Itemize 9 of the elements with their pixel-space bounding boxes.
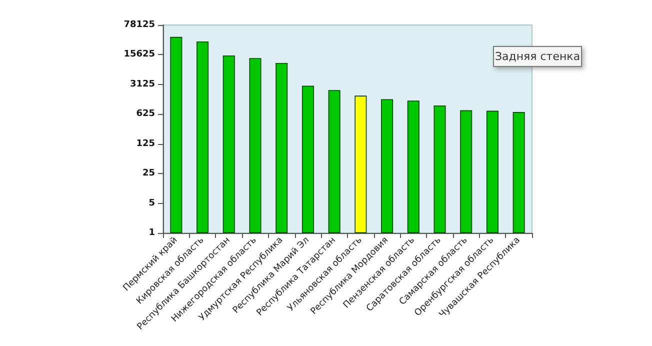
y-tick-label: 15625 <box>124 50 155 60</box>
y-tick-label: 625 <box>136 109 155 120</box>
y-tick-label: 5 <box>148 198 155 208</box>
y-tick-label: 78125 <box>124 20 155 30</box>
y-tick-label: 3125 <box>130 79 155 90</box>
y-tick-label: 125 <box>136 138 155 149</box>
y-tick-label: 1 <box>148 228 155 238</box>
y-tick-label: 25 <box>142 168 155 179</box>
annotation: Задняя стенка <box>494 50 580 63</box>
